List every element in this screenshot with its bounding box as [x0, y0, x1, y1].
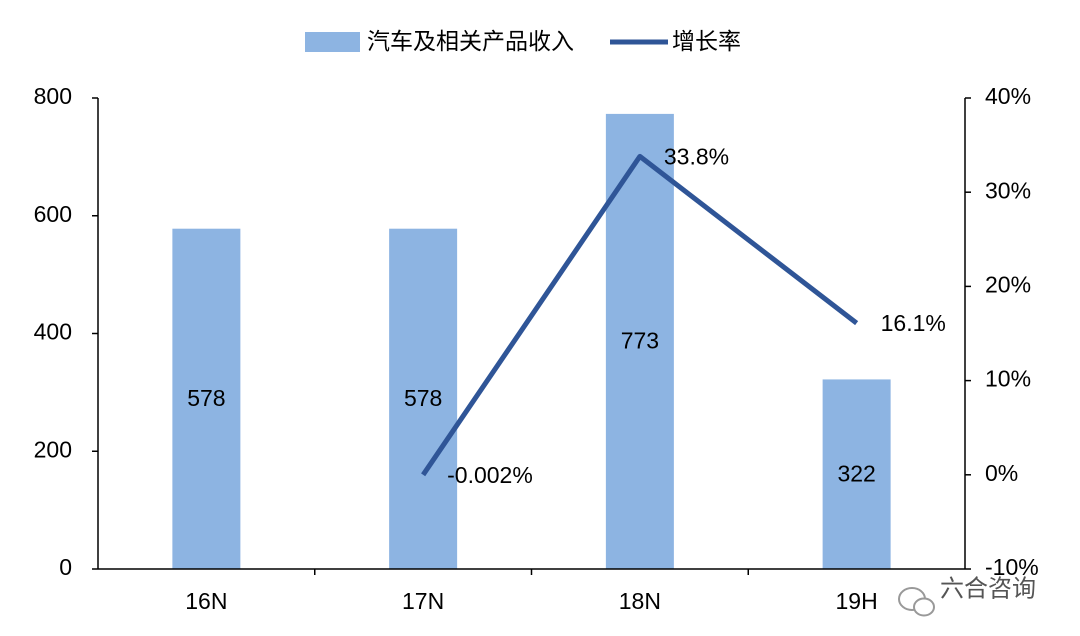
line-value-label: 16.1%: [881, 310, 946, 336]
line: [421, 153, 859, 477]
bar: [389, 228, 458, 569]
legend-label: 增长率: [672, 28, 741, 54]
watermark-icon: [898, 587, 935, 617]
x-tick-label: 19H: [836, 588, 878, 614]
bar-value-label: 578: [187, 385, 225, 411]
x-tick-label: 16N: [185, 588, 227, 614]
y2-tick-label: -10%: [985, 554, 1039, 580]
x-tick-label: 17N: [402, 588, 444, 614]
y2-tick-label: 40%: [985, 83, 1031, 109]
bar: [822, 379, 891, 569]
y2-tick-label: 30%: [985, 177, 1031, 203]
y2-tick-label: 0%: [985, 460, 1018, 486]
y-tick-label: 400: [34, 319, 72, 345]
y-tick-label: 0: [59, 554, 72, 580]
legend-swatch: [305, 32, 360, 52]
bar-value-label: 773: [621, 328, 659, 354]
bar-value-label: 322: [837, 460, 875, 486]
line-value-label: 33.8%: [664, 143, 729, 169]
y2-tick-label: 10%: [985, 366, 1031, 392]
watermark: 六合咨询: [940, 575, 1036, 602]
y-tick-label: 800: [34, 83, 72, 109]
y2-tick-label: 20%: [985, 271, 1031, 297]
line-value-label: -0.002%: [447, 462, 533, 488]
y-tick-label: 600: [34, 201, 72, 227]
y-tick-label: 200: [34, 436, 72, 462]
bar: [172, 228, 241, 569]
x-tick-label: 18N: [619, 588, 661, 614]
bar-value-label: 578: [404, 385, 442, 411]
legend-label: 汽车及相关产品收入: [367, 28, 574, 54]
